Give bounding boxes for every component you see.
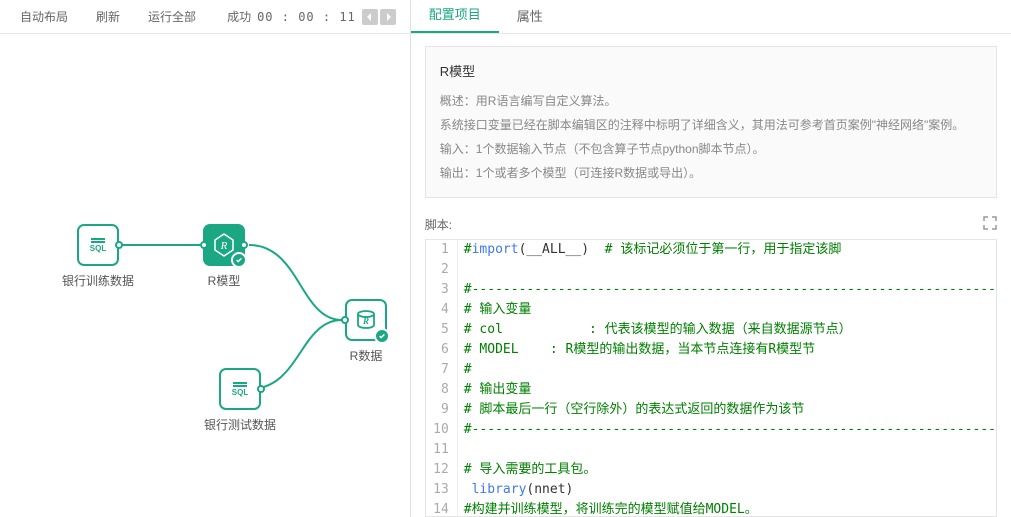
code-line[interactable]: 13 library(nnet)	[426, 480, 996, 500]
tab-config[interactable]: 配置项目	[411, 0, 499, 33]
node-port-left[interactable]	[341, 316, 349, 324]
node-port-right[interactable]	[115, 241, 123, 249]
pager-next-icon[interactable]	[380, 9, 396, 25]
code-line[interactable]: 3#--------------------------------------…	[426, 280, 996, 300]
code-editor[interactable]: 1#import(__ALL__) # 该标记必须位于第一行，用于指定该脚2 3…	[425, 239, 997, 517]
line-number: 10	[426, 420, 458, 440]
code-content[interactable]: #---------------------------------------…	[458, 280, 996, 300]
code-line[interactable]: 2	[426, 260, 996, 280]
code-line[interactable]: 11	[426, 440, 996, 460]
tab-props[interactable]: 属性	[499, 0, 561, 33]
sql-node-icon[interactable]: SQL	[219, 368, 261, 410]
code-line[interactable]: 7#	[426, 360, 996, 380]
line-number: 1	[426, 240, 458, 260]
rdata-node-icon[interactable]: R	[345, 299, 387, 341]
auto-layout-button[interactable]: 自动布局	[6, 8, 82, 25]
code-line[interactable]: 12# 导入需要的工具包。	[426, 460, 996, 480]
info-output: 输出：1个或者多个模型（可连接R数据或导出）。	[440, 161, 982, 185]
code-content[interactable]: # 脚本最后一行（空行除外）的表达式返回的数据作为该节	[458, 400, 996, 420]
code-content[interactable]: #---------------------------------------…	[458, 420, 996, 440]
line-number: 6	[426, 340, 458, 360]
node-port-left[interactable]	[200, 241, 208, 249]
code-content[interactable]: # 输出变量	[458, 380, 996, 400]
status-label: 成功	[227, 8, 251, 25]
code-content[interactable]: #import(__ALL__) # 该标记必须位于第一行，用于指定该脚	[458, 240, 996, 260]
code-content[interactable]: # col : 代表该模型的输入数据（来自数据源节点）	[458, 320, 996, 340]
info-input: 输入：1个数据输入节点（不包含算子节点python脚本节点）。	[440, 137, 982, 161]
run-all-button[interactable]: 运行全部	[134, 8, 210, 25]
node-port-right[interactable]	[240, 241, 248, 249]
code-line[interactable]: 14#构建并训练模型，将训练完的模型赋值给MODEL。	[426, 500, 996, 517]
line-number: 5	[426, 320, 458, 340]
flow-node-n3[interactable]: R R数据	[345, 299, 387, 364]
info-box: R模型 概述：用R语言编写自定义算法。 系统接口变量已经在脚本编辑区的注释中标明…	[425, 46, 997, 198]
code-content[interactable]: #构建并训练模型，将训练完的模型赋值给MODEL。	[458, 500, 996, 517]
node-label: 银行训练数据	[62, 272, 134, 289]
code-content[interactable]	[458, 440, 996, 460]
code-line[interactable]: 4# 输入变量	[426, 300, 996, 320]
node-label: 银行测试数据	[204, 416, 276, 433]
code-line[interactable]: 6# MODEL : R模型的输出数据，当本节点连接有R模型节	[426, 340, 996, 360]
expand-icon[interactable]	[983, 216, 997, 233]
script-label: 脚本:	[425, 216, 452, 233]
properties-panel: 配置项目 属性 R模型 概述：用R语言编写自定义算法。 系统接口变量已经在脚本编…	[411, 0, 1011, 517]
flow-node-n2[interactable]: R R模型	[203, 224, 245, 289]
check-badge-icon	[231, 252, 247, 268]
line-number: 12	[426, 460, 458, 480]
line-number: 14	[426, 500, 458, 517]
info-title: R模型	[440, 59, 982, 85]
code-content[interactable]: # 导入需要的工具包。	[458, 460, 996, 480]
tabs: 配置项目 属性	[411, 0, 1011, 34]
info-line2: 系统接口变量已经在脚本编辑区的注释中标明了详细含义，其用法可参考首页案例"神经网…	[440, 113, 982, 137]
sql-node-icon[interactable]: SQL	[77, 224, 119, 266]
refresh-button[interactable]: 刷新	[82, 8, 134, 25]
svg-text:R: R	[362, 316, 369, 326]
status-time: 00 : 00 : 11	[257, 10, 356, 24]
code-line[interactable]: 10#-------------------------------------…	[426, 420, 996, 440]
line-number: 7	[426, 360, 458, 380]
line-number: 8	[426, 380, 458, 400]
code-content[interactable]: # MODEL : R模型的输出数据，当本节点连接有R模型节	[458, 340, 996, 360]
line-number: 2	[426, 260, 458, 280]
rmodel-node-icon[interactable]: R	[203, 224, 245, 266]
code-line[interactable]: 8# 输出变量	[426, 380, 996, 400]
canvas-toolbar: 自动布局 刷新 运行全部 成功 00 : 00 : 11	[0, 0, 410, 34]
svg-text:R: R	[220, 240, 228, 252]
flow-node-n4[interactable]: SQL 银行测试数据	[204, 368, 276, 433]
code-content[interactable]	[458, 260, 996, 280]
code-content[interactable]: # 输入变量	[458, 300, 996, 320]
node-label: R模型	[208, 272, 241, 289]
pager-prev-icon[interactable]	[362, 9, 378, 25]
code-line[interactable]: 1#import(__ALL__) # 该标记必须位于第一行，用于指定该脚	[426, 240, 996, 260]
check-badge-icon	[374, 328, 390, 344]
line-number: 4	[426, 300, 458, 320]
line-number: 3	[426, 280, 458, 300]
code-content[interactable]: #	[458, 360, 996, 380]
code-line[interactable]: 9# 脚本最后一行（空行除外）的表达式返回的数据作为该节	[426, 400, 996, 420]
node-label: R数据	[350, 347, 383, 364]
code-content[interactable]: library(nnet)	[458, 480, 996, 500]
flow-node-n1[interactable]: SQL 银行训练数据	[62, 224, 134, 289]
canvas-panel: 自动布局 刷新 运行全部 成功 00 : 00 : 11 SQL银行训练数据RR…	[0, 0, 411, 517]
line-number: 9	[426, 400, 458, 420]
code-line[interactable]: 5# col : 代表该模型的输入数据（来自数据源节点）	[426, 320, 996, 340]
flow-canvas[interactable]: SQL 银行训练数据 R R模型 R R数据 SQL 银行测试数据	[0, 34, 410, 517]
node-port-right[interactable]	[257, 385, 265, 393]
line-number: 13	[426, 480, 458, 500]
script-section: 脚本: 1#import(__ALL__) # 该标记必须位于第一行，用于指定该…	[411, 210, 1011, 517]
line-number: 11	[426, 440, 458, 460]
info-desc: 概述：用R语言编写自定义算法。	[440, 89, 982, 113]
status-area: 成功 00 : 00 : 11	[227, 8, 404, 25]
